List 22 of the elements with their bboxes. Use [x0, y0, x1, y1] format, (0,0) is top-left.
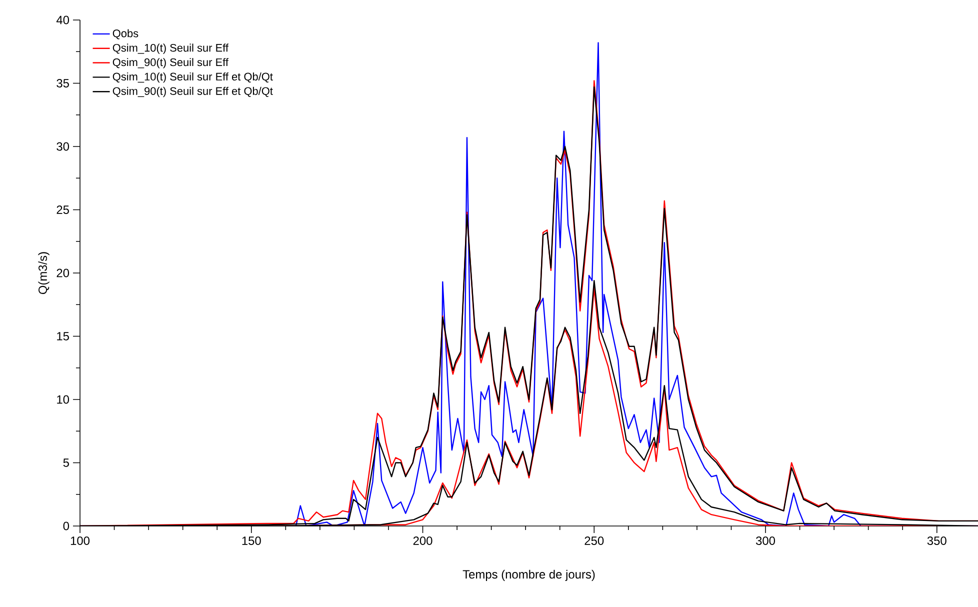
x-tick-label: 300 — [756, 536, 776, 545]
legend-label: Qsim_90(t) Seuil sur Eff et Qb/Qt — [112, 86, 273, 98]
legend-label: Qobs — [112, 29, 138, 40]
x-tick-label: 200 — [413, 536, 432, 545]
x-tick-label: 250 — [584, 536, 604, 545]
y-tick-label: 15 — [57, 332, 69, 340]
legend-label: Qsim_10(t) Seuil sur Eff et Qb/Qt — [112, 72, 273, 83]
y-tick-label: 20 — [56, 268, 70, 278]
y-tick-label: 25 — [56, 206, 69, 214]
y-axis-title: Q(m3/s) — [38, 252, 50, 294]
legend-label: Qsim_90(t) Seuil sur Eff — [112, 58, 229, 68]
y-tick-label: 10 — [57, 395, 70, 404]
x-tick-label: 150 — [242, 536, 261, 545]
y-tick-label: 5 — [63, 458, 69, 467]
legend-label: Qsim_10(t) Seuil sur Eff — [112, 44, 229, 54]
y-tick-label: 0 — [63, 522, 70, 530]
y-tick-label: 30 — [56, 142, 70, 151]
y-tick-label: 40 — [56, 16, 70, 24]
x-tick-label: 100 — [70, 536, 90, 545]
x-axis-title: Temps (nombre de jours) — [462, 570, 595, 581]
x-tick-label: 350 — [927, 536, 946, 545]
y-tick-label: 35 — [56, 79, 69, 88]
